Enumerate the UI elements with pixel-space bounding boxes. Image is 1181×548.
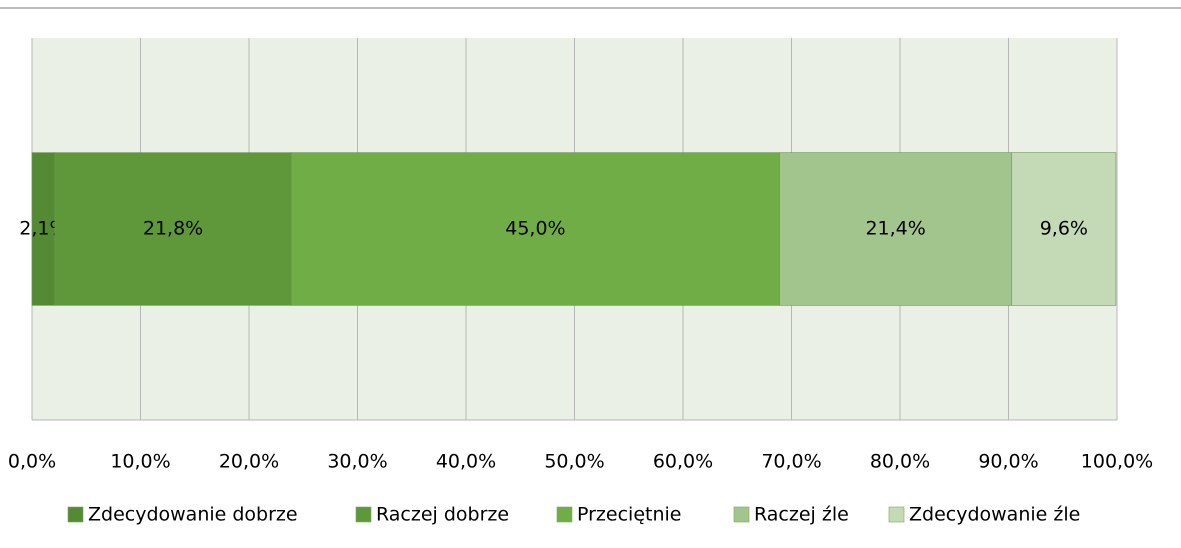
x-tick-label: 50,0% (544, 451, 604, 473)
legend-swatch (733, 506, 750, 523)
data-label: 21,8% (143, 218, 203, 240)
legend-label: Raczej źle (754, 504, 849, 526)
x-tick-label: 60,0% (653, 451, 713, 473)
data-label: 21,4% (865, 218, 925, 240)
x-tick-label: 10,0% (110, 451, 170, 473)
legend-swatch (355, 506, 372, 523)
legend-swatch (67, 506, 84, 523)
legend-label: Zdecydowanie dobrze (88, 504, 298, 526)
bar-segment (291, 152, 780, 306)
legend-label: Zdecydowanie źle (909, 504, 1080, 526)
x-tick-label: 90,0% (978, 451, 1038, 473)
data-label: 9,6% (1040, 218, 1088, 240)
x-tick-label: 80,0% (870, 451, 930, 473)
legend-label: Przeciętnie (577, 504, 681, 526)
x-tick-label: 30,0% (327, 451, 387, 473)
x-tick-label: 70,0% (761, 451, 821, 473)
x-tick-label: 20,0% (219, 451, 279, 473)
x-tick-label: 40,0% (436, 451, 496, 473)
legend-swatch (556, 506, 573, 523)
bar-segment (54, 152, 292, 306)
x-tick-label: 0,0% (8, 451, 56, 473)
x-tick-label: 100,0% (1081, 451, 1153, 473)
legend-swatch (888, 506, 905, 523)
bar-segment (779, 152, 1013, 306)
data-label: 45,0% (505, 218, 565, 240)
bar-segment (1011, 152, 1117, 306)
legend-label: Raczej dobrze (376, 504, 509, 526)
